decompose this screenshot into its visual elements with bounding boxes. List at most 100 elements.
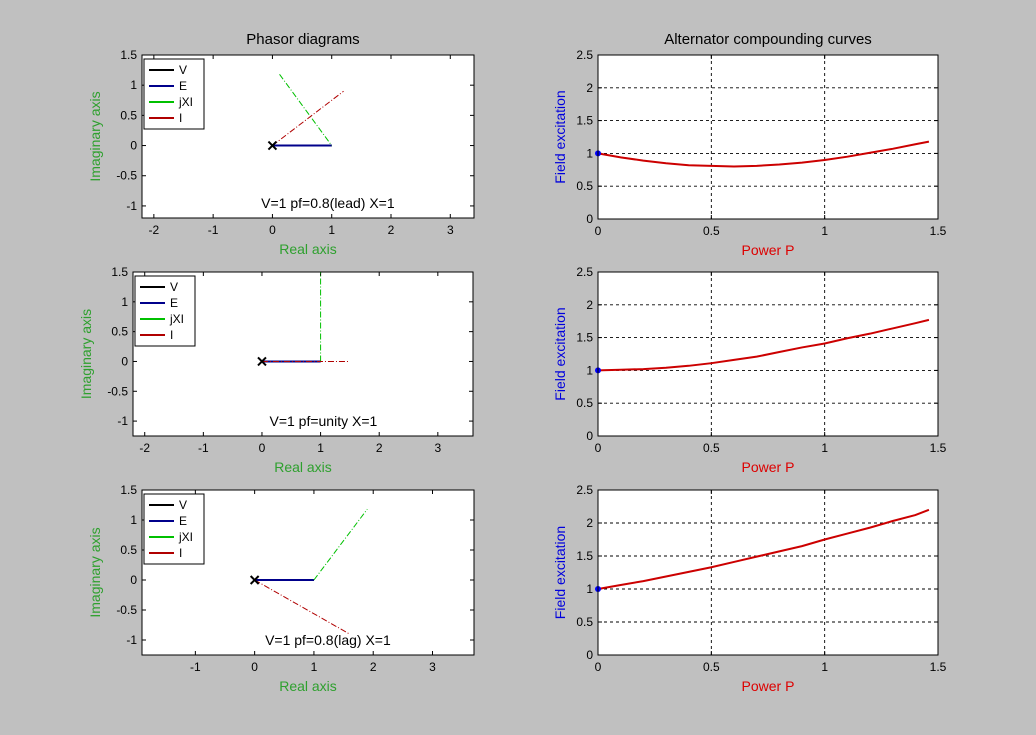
x-tick-label: -2	[139, 441, 150, 455]
y-tick-label: -0.5	[116, 603, 137, 617]
x-tick-label: 1	[317, 441, 324, 455]
y-tick-label: 2.5	[576, 483, 593, 497]
compounding-curve-line	[597, 140, 930, 168]
y-tick-label: 1.5	[120, 48, 137, 62]
y-tick-label: 0	[121, 354, 128, 368]
y-tick-label: 2	[586, 81, 593, 95]
y-axis-label: Imaginary axis	[87, 527, 103, 617]
y-tick-label: 2.5	[576, 265, 593, 279]
x-tick-label: 0	[259, 441, 266, 455]
x-tick-label: 1.5	[930, 224, 947, 238]
phasor-jxi	[313, 508, 368, 581]
legend-label: V	[170, 280, 178, 294]
y-tick-label: 1	[586, 582, 593, 596]
y-tick-label: 1	[586, 146, 593, 160]
x-axis-label: Power P	[742, 678, 795, 694]
x-tick-label: 1	[821, 660, 828, 674]
y-tick-label: 1	[130, 78, 137, 92]
y-tick-label: 1.5	[120, 483, 137, 497]
x-axis-label: Real axis	[279, 241, 337, 257]
legend-label: I	[179, 111, 182, 125]
x-tick-label: 2	[388, 223, 395, 237]
origin-x-marker	[249, 575, 260, 585]
y-axis-label: Field excitation	[552, 90, 568, 183]
x-tick-label: 1	[821, 224, 828, 238]
x-tick-label: 0.5	[703, 660, 720, 674]
y-tick-label: 1.5	[576, 114, 593, 128]
phasor-unity-axes: -2 -1 0 1 2 3 -1 -0.5 0 0.5 1 1.5 Real axis Imaginary…	[78, 265, 474, 475]
x-axis-label: Real axis	[274, 459, 332, 475]
x-tick-label: 0	[269, 223, 276, 237]
x-tick-label: 2	[376, 441, 383, 455]
y-tick-label: 1	[586, 363, 593, 377]
legend-label: I	[170, 328, 173, 342]
y-tick-label: 2.5	[576, 48, 593, 62]
y-tick-label: 1.5	[111, 265, 128, 279]
x-tick-label: 1.5	[930, 441, 947, 455]
legend-label: V	[179, 498, 187, 512]
legend-label: V	[179, 63, 187, 77]
phasor-annotation: V=1 pf=unity X=1	[269, 413, 377, 429]
origin-x-marker	[257, 356, 267, 367]
x-tick-label: 1.5	[930, 660, 947, 674]
phasor-i	[254, 579, 350, 635]
y-tick-label: -0.5	[107, 384, 128, 398]
legend-label: E	[179, 514, 187, 528]
y-tick-label: 2	[586, 516, 593, 530]
legend-label: E	[179, 79, 187, 93]
phasor-lead-axes: -2 -1 0 1 2 3 -1 -0.5 0 0.5 1 1.5 Real axis Imaginary…	[87, 48, 475, 257]
y-tick-label: 0.5	[576, 179, 593, 193]
x-axis-label: Power P	[742, 459, 795, 475]
x-tick-label: 1	[821, 441, 828, 455]
x-tick-label: 0	[595, 224, 602, 238]
y-tick-label: 0.5	[120, 543, 137, 557]
axes-frame	[597, 489, 939, 656]
x-tick-label: 0	[595, 441, 602, 455]
y-axis-label: Field excitation	[552, 307, 568, 400]
x-tick-label: 3	[447, 223, 454, 237]
y-tick-label: 0	[586, 648, 593, 662]
phasor-i	[272, 90, 344, 146]
y-axis-label: Imaginary axis	[87, 91, 103, 181]
axes-frame	[132, 271, 474, 437]
plot-area	[598, 490, 938, 655]
y-tick-label: 1	[130, 513, 137, 527]
y-tick-label: -1	[126, 199, 137, 213]
x-tick-label: -2	[149, 223, 160, 237]
x-tick-label: 0.5	[703, 441, 720, 455]
y-tick-label: 1	[121, 295, 128, 309]
phasor-annotation: V=1 pf=0.8(lead) X=1	[261, 195, 395, 211]
phasor-jxi	[279, 74, 333, 146]
x-axis-label: Real axis	[279, 678, 337, 694]
y-tick-label: -1	[117, 414, 128, 428]
axes-frame	[597, 54, 939, 220]
x-tick-label: 1	[311, 660, 318, 674]
phasor-annotation: V=1 pf=0.8(lag) X=1	[265, 632, 391, 648]
curve-lag-axes: 0 0.5 1 1.5 0 0.5 1 1.5 2 2.5 Power P Field excitat…	[552, 483, 947, 694]
x-tick-label: 0	[595, 660, 602, 674]
left-column-title: Phasor diagrams	[246, 31, 359, 48]
origin-x-marker	[267, 140, 278, 151]
right-column-title: Alternator compounding curves	[664, 31, 872, 48]
x-axis-label: Power P	[742, 242, 795, 258]
y-tick-label: -0.5	[116, 169, 137, 183]
y-tick-label: 0	[130, 573, 137, 587]
x-tick-label: -1	[208, 223, 219, 237]
plot-area	[598, 55, 938, 219]
y-axis-label: Imaginary axis	[78, 309, 94, 399]
y-tick-label: 0.5	[576, 396, 593, 410]
axes-frame	[597, 271, 939, 437]
x-tick-label: 3	[429, 660, 436, 674]
curve-lead-axes: 0 0.5 1 1.5 0 0.5 1 1.5 2 2.5 Power P Field excitat…	[552, 48, 947, 258]
y-tick-label: 2	[586, 298, 593, 312]
x-tick-label: 1	[328, 223, 335, 237]
y-tick-label: 1.5	[576, 331, 593, 345]
x-tick-label: 0	[251, 660, 258, 674]
y-tick-label: 0.5	[120, 108, 137, 122]
y-tick-label: -1	[126, 633, 137, 647]
y-tick-label: 0	[586, 429, 593, 443]
legend-label: jXI	[169, 312, 184, 326]
